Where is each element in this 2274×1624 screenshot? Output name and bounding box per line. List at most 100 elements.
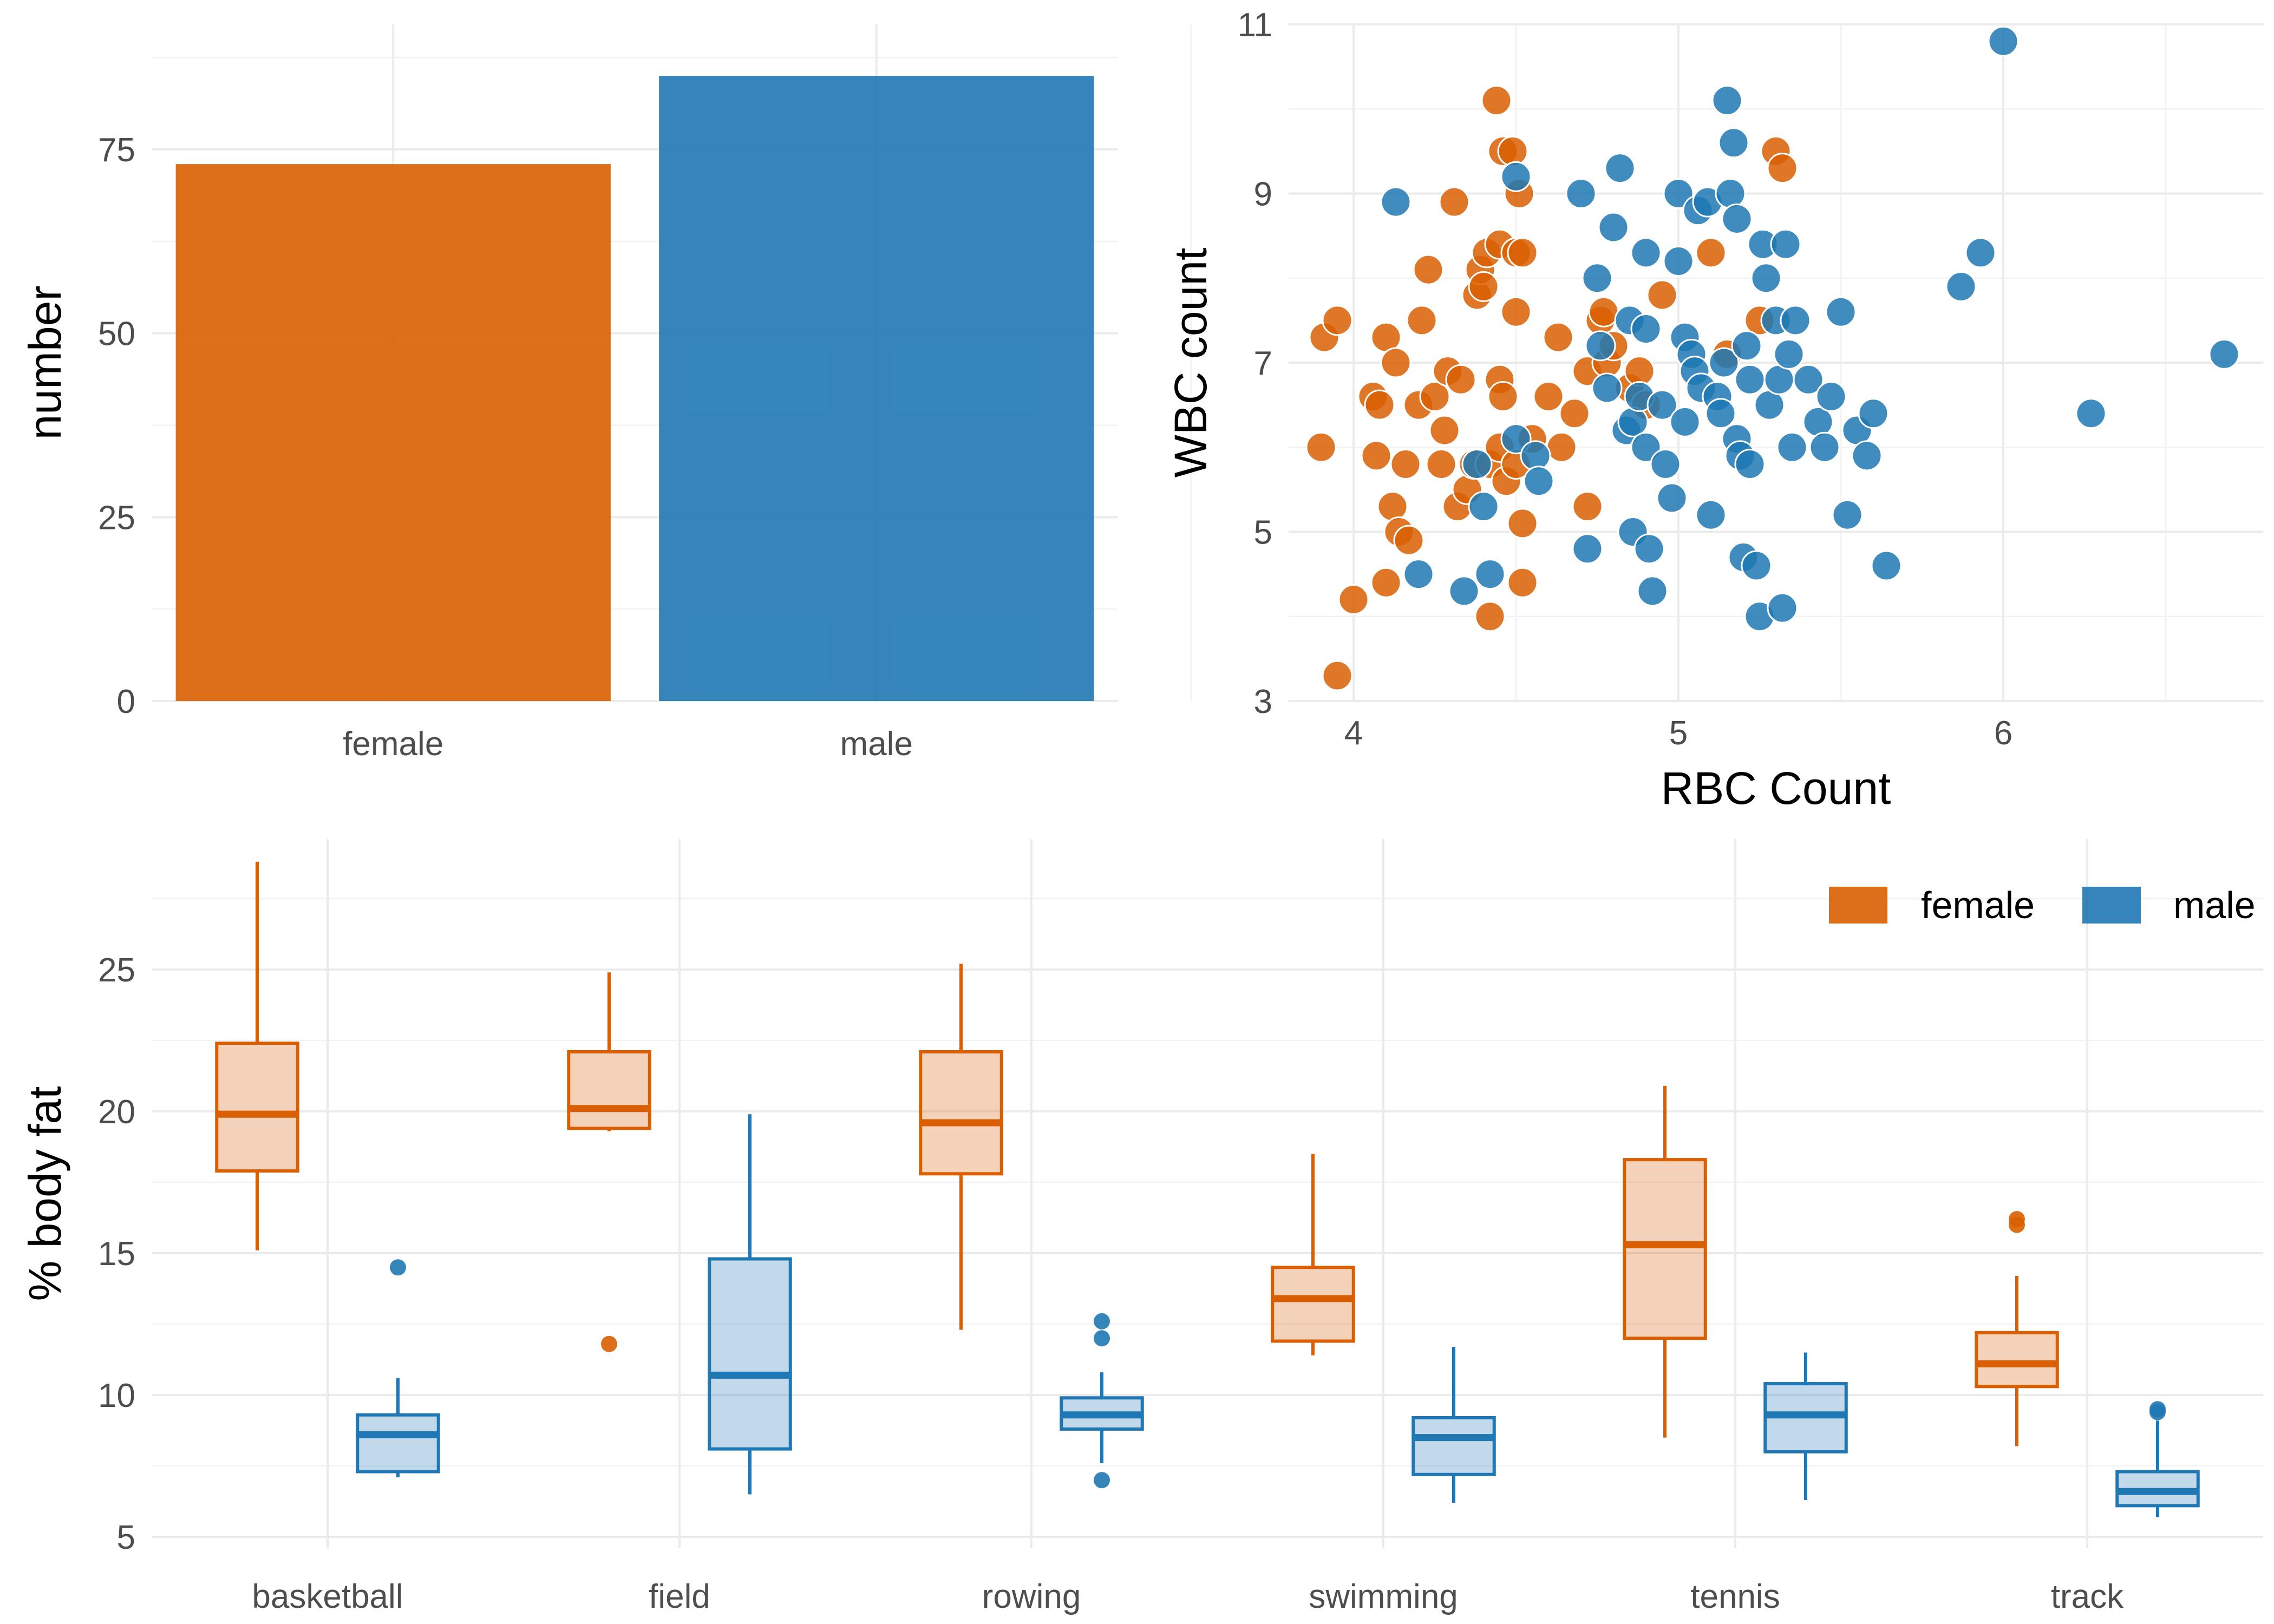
point-female: [1322, 660, 1353, 691]
point-male: [1461, 449, 1493, 480]
point-male: [1945, 271, 1977, 302]
y-tick-label: 25: [98, 952, 135, 989]
point-male: [1633, 533, 1665, 565]
box-female: [567, 1050, 651, 1130]
y-tick-label: 10: [98, 1377, 135, 1415]
bar-female: [175, 164, 611, 701]
point-female: [1406, 305, 1437, 336]
point-female: [1767, 153, 1798, 184]
point-male: [1711, 85, 1743, 116]
point-male: [1718, 127, 1749, 159]
y-tick-label: 25: [98, 499, 135, 536]
point-male: [1650, 449, 1681, 480]
point-male: [1500, 423, 1532, 455]
point-female: [1695, 237, 1727, 269]
point-male: [1750, 263, 1782, 294]
y-tick-label: 15: [98, 1235, 135, 1273]
point-female: [1370, 567, 1402, 598]
point-female: [1559, 398, 1590, 429]
point-female: [1507, 508, 1538, 539]
point-male: [1851, 440, 1883, 472]
point-male: [1572, 533, 1603, 565]
point-male: [1582, 263, 1613, 294]
y-tick-label: 0: [117, 683, 135, 721]
y-axis-title: WBC count: [1165, 248, 1216, 478]
point-male: [1721, 203, 1753, 234]
y-tick-label: 7: [1254, 345, 1272, 382]
point-male: [1767, 592, 1798, 624]
box-female: [215, 1042, 299, 1173]
box-female: [1623, 1158, 1707, 1340]
point-male: [2075, 398, 2107, 429]
point-male: [1988, 25, 2019, 57]
point-female: [1439, 186, 1470, 218]
point-female: [1546, 431, 1577, 463]
x-tick-label: male: [840, 725, 913, 763]
x-tick-label: basketball: [252, 1578, 403, 1615]
x-tick-label: 5: [1669, 715, 1688, 752]
point-male: [1858, 398, 1889, 429]
point-female: [1474, 601, 1506, 632]
point-female: [1390, 449, 1421, 480]
point-male: [1741, 550, 1772, 581]
outlier-male: [1094, 1313, 1110, 1330]
point-male: [1793, 364, 1824, 395]
point-male: [1565, 178, 1597, 209]
point-female: [1380, 347, 1412, 378]
point-female: [1507, 237, 1538, 269]
x-axis-title: RBC Count: [1661, 763, 1891, 814]
point-male: [1598, 212, 1629, 243]
bar-chart-panel: female male 0 25 50 75 number: [19, 24, 1118, 763]
point-female: [1377, 491, 1408, 522]
point-female: [1468, 271, 1499, 302]
point-male: [1656, 482, 1688, 514]
point-male: [1523, 466, 1554, 497]
point-female: [1533, 381, 1564, 412]
point-female: [1419, 381, 1450, 412]
point-male: [1770, 228, 1801, 260]
point-male: [1669, 406, 1701, 437]
point-female: [1361, 440, 1392, 472]
outlier-male: [1094, 1472, 1110, 1489]
point-male: [1815, 381, 1847, 412]
point-male: [1780, 305, 1811, 336]
point-male: [1965, 237, 1996, 269]
point-male: [1604, 153, 1636, 184]
outlier-male: [1094, 1330, 1110, 1347]
point-male: [1630, 237, 1662, 269]
x-tick-label: female: [343, 725, 443, 763]
y-tick-label: 50: [98, 316, 135, 353]
legend: female male: [1829, 884, 2256, 926]
legend-label-female: female: [1921, 884, 2035, 926]
scatter-chart-panel: 4 5 6 3 5 7 9 11 RBC Count WBC count: [1165, 6, 2263, 814]
y-tick-label: 3: [1254, 683, 1272, 721]
point-female: [1500, 296, 1532, 328]
point-female: [1487, 381, 1519, 412]
point-male: [1380, 186, 1412, 218]
point-female: [1429, 415, 1460, 446]
x-tick-label: rowing: [982, 1578, 1081, 1615]
x-tick-label: track: [2051, 1578, 2124, 1615]
point-male: [1591, 372, 1623, 404]
outlier-male: [390, 1259, 406, 1276]
point-male: [1663, 246, 1694, 277]
point-male: [1474, 559, 1506, 590]
point-female: [1646, 279, 1678, 311]
legend-label-male: male: [2173, 884, 2256, 926]
x-tick-label: tennis: [1690, 1578, 1780, 1615]
point-female: [1305, 431, 1337, 463]
point-female: [1507, 567, 1538, 598]
point-male: [1403, 559, 1434, 590]
point-male: [1731, 330, 1762, 362]
point-male: [2208, 338, 2240, 370]
point-male: [1825, 296, 1857, 328]
point-male: [1646, 389, 1678, 421]
outlier-female: [2009, 1216, 2025, 1233]
y-axis-title: % body fat: [19, 1086, 70, 1301]
box-male: [708, 1257, 792, 1451]
point-male: [1705, 398, 1736, 429]
point-female: [1543, 322, 1574, 353]
point-male: [1663, 178, 1694, 209]
y-tick-label: 5: [1254, 514, 1272, 552]
